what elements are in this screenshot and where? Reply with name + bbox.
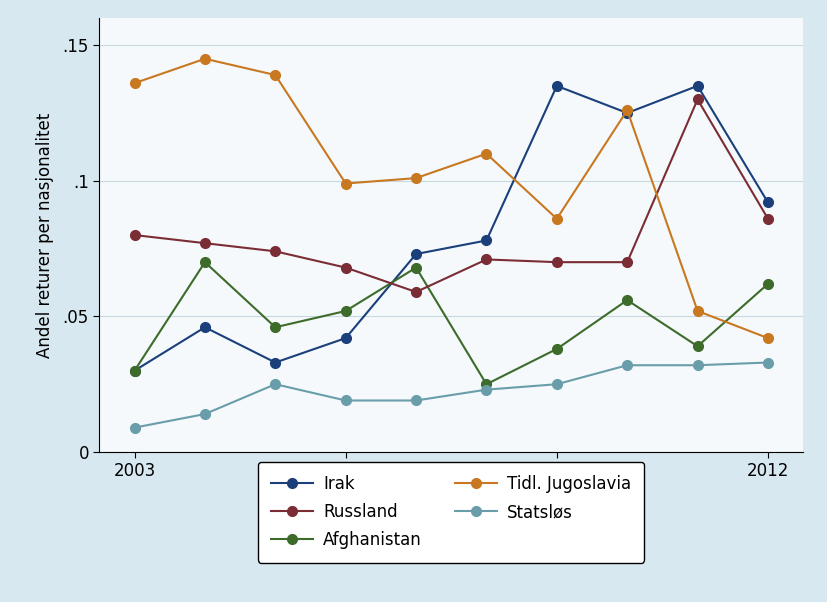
Statsløs: [762, 359, 772, 366]
Statsløs: [551, 380, 561, 388]
Russland: [762, 215, 772, 222]
Afghanistan: [691, 343, 701, 350]
Tidl. Jugoslavia: [691, 308, 701, 315]
Tidl. Jugoslavia: [270, 72, 280, 79]
Statsløs: [480, 386, 490, 393]
Statsløs: [410, 397, 420, 404]
Statsløs: [340, 397, 350, 404]
Afghanistan: [410, 264, 420, 271]
Afghanistan: [129, 367, 139, 374]
Irak: [129, 367, 139, 374]
Statsløs: [621, 362, 631, 369]
Afghanistan: [551, 346, 561, 353]
Irak: [691, 82, 701, 90]
Afghanistan: [762, 281, 772, 288]
Tidl. Jugoslavia: [480, 150, 490, 157]
Russland: [340, 264, 350, 271]
Irak: [762, 199, 772, 206]
Statsløs: [129, 424, 139, 431]
Russland: [551, 258, 561, 265]
Russland: [129, 231, 139, 238]
Irak: [621, 110, 631, 117]
Irak: [480, 237, 490, 244]
Tidl. Jugoslavia: [129, 79, 139, 87]
Statsløs: [199, 411, 209, 418]
Line: Afghanistan: Afghanistan: [130, 257, 772, 389]
Afghanistan: [480, 380, 490, 388]
Y-axis label: Andel returer per nasjonalitet: Andel returer per nasjonalitet: [36, 113, 55, 358]
Statsløs: [691, 362, 701, 369]
Line: Statsløs: Statsløs: [130, 358, 772, 432]
Tidl. Jugoslavia: [199, 55, 209, 63]
Tidl. Jugoslavia: [410, 175, 420, 182]
Tidl. Jugoslavia: [340, 180, 350, 187]
Russland: [691, 96, 701, 103]
Tidl. Jugoslavia: [551, 215, 561, 222]
Irak: [340, 335, 350, 342]
Afghanistan: [621, 297, 631, 304]
Tidl. Jugoslavia: [621, 107, 631, 114]
Russland: [199, 240, 209, 247]
Legend: Irak, Russland, Afghanistan, Tidl. Jugoslavia, Statsløs, : Irak, Russland, Afghanistan, Tidl. Jugos…: [258, 462, 643, 563]
Tidl. Jugoslavia: [762, 335, 772, 342]
Irak: [551, 82, 561, 90]
Afghanistan: [270, 324, 280, 331]
Afghanistan: [199, 258, 209, 265]
Line: Irak: Irak: [130, 81, 772, 376]
Russland: [621, 258, 631, 265]
Irak: [270, 359, 280, 366]
Russland: [270, 247, 280, 255]
Line: Tidl. Jugoslavia: Tidl. Jugoslavia: [130, 54, 772, 343]
Statsløs: [270, 380, 280, 388]
Afghanistan: [340, 308, 350, 315]
Russland: [480, 256, 490, 263]
Irak: [199, 324, 209, 331]
Russland: [410, 288, 420, 296]
Line: Russland: Russland: [130, 95, 772, 297]
Irak: [410, 250, 420, 258]
